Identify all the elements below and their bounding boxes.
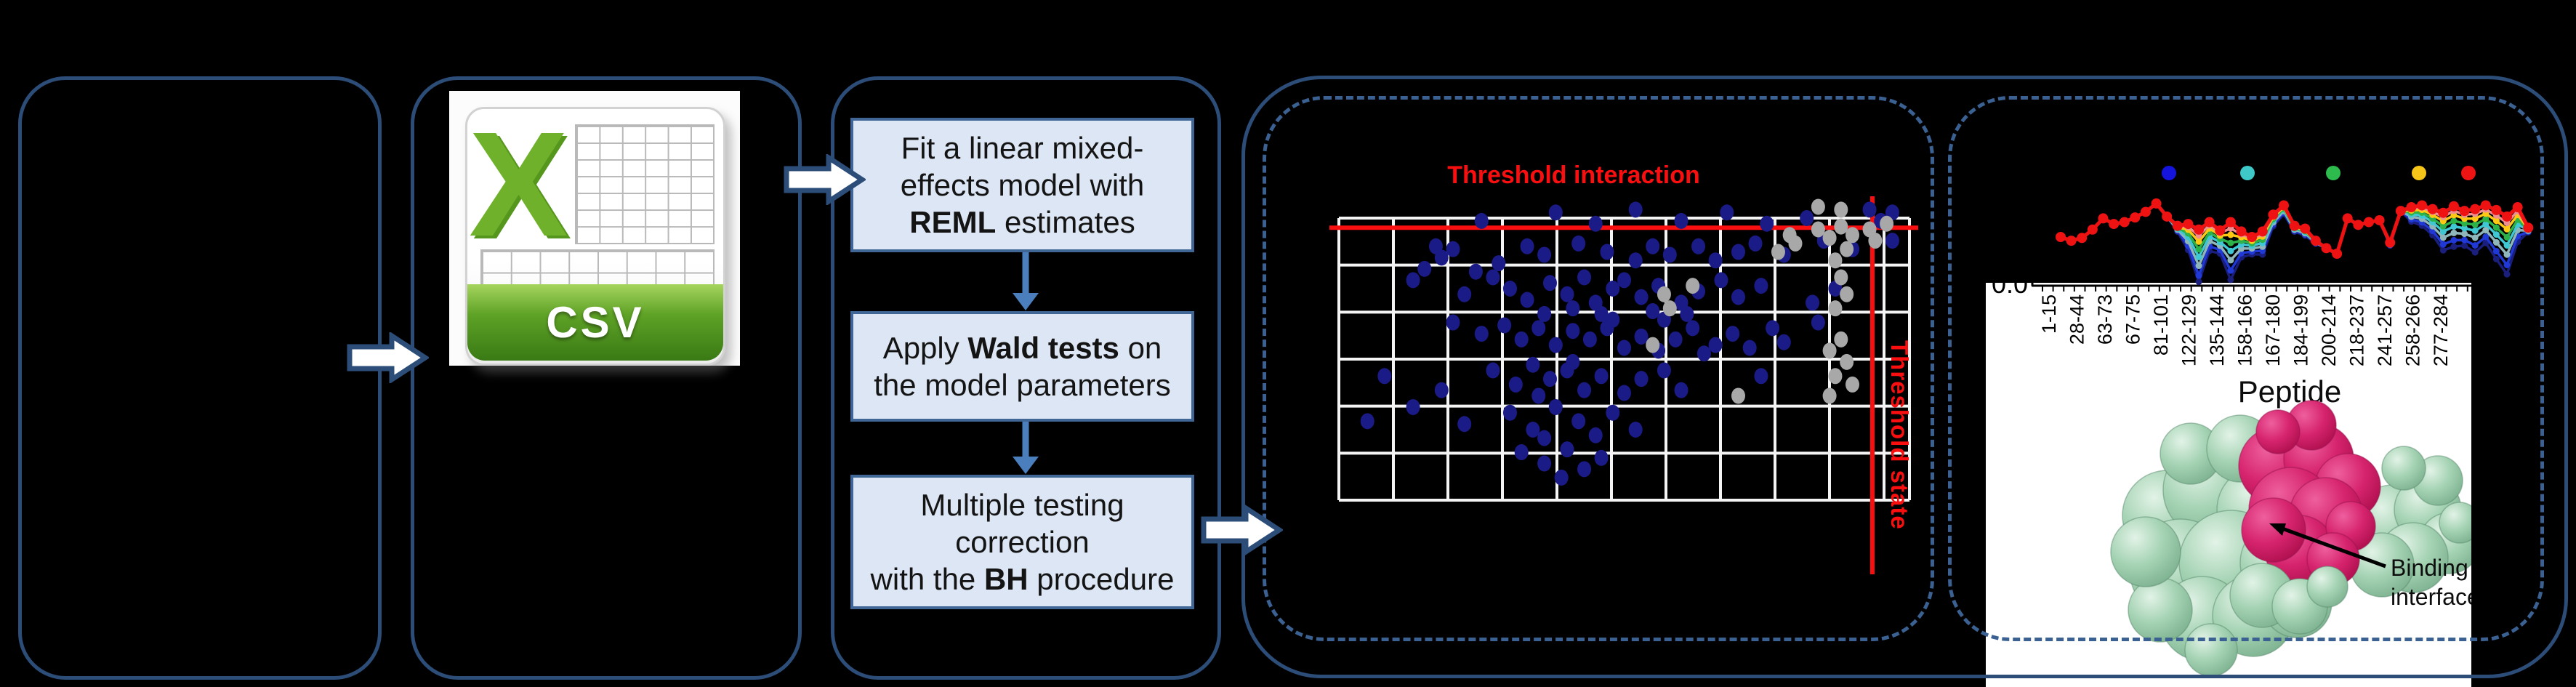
- svg-text:167-180: 167-180: [2262, 294, 2284, 366]
- peptide-axis: 0.0 1-15 28-44 63-73 67-75 81-101 122-129 135-1…: [1992, 283, 2471, 366]
- input-panel: [18, 76, 382, 680]
- flow-arrow-down-icon: [1013, 422, 1039, 474]
- flow-step-bh: Multiple testing correction with the BH pr…: [850, 475, 1194, 609]
- svg-text:258-266: 258-266: [2402, 294, 2424, 366]
- threshold-state-label: Threshold state: [1886, 340, 1913, 530]
- peptide-axis-title: Peptide: [2237, 374, 2342, 409]
- scatter-plot: [1329, 196, 1918, 574]
- svg-text:63-73: 63-73: [2094, 294, 2116, 345]
- flow-arrow-right-icon: [784, 154, 866, 205]
- csv-sheet: X CSV: [465, 101, 725, 366]
- flow-arrow-right-icon: [347, 332, 429, 383]
- csv-banner-label: CSV: [467, 284, 723, 361]
- protein-structure-image: [2110, 400, 2471, 677]
- flow-arrow-down-icon: [1013, 252, 1039, 310]
- flow-step-wald: Apply Wald tests on the model parameters: [850, 311, 1194, 422]
- flow-arrow-right-icon: [1201, 505, 1283, 555]
- flow-step-reml: Fit a linear mixed-effects model with REM…: [850, 118, 1194, 252]
- svg-text:158-166: 158-166: [2234, 294, 2256, 366]
- svg-text:200-214: 200-214: [2318, 294, 2340, 366]
- pipeline-panel: Fit a linear mixed-effects model with REM…: [831, 76, 1221, 680]
- threshold-interaction-label: Threshold interaction: [1447, 161, 1700, 189]
- annotation-line-2: interface: [2391, 584, 2471, 610]
- svg-text:1-15: 1-15: [2038, 294, 2060, 334]
- binding-interface-annotation: Binding interface: [2391, 553, 2471, 611]
- svg-text:184-199: 184-199: [2290, 294, 2312, 366]
- csv-spreadsheet-grid: [574, 124, 715, 244]
- csv-file-icon: X CSV: [449, 91, 740, 366]
- excel-x-glyph: X: [469, 101, 568, 268]
- annotation-line-1: Binding: [2391, 555, 2468, 581]
- svg-text:218-237: 218-237: [2346, 294, 2368, 366]
- svg-text:67-75: 67-75: [2122, 294, 2144, 345]
- csv-panel: [411, 76, 802, 680]
- protein-report-card: 0.0 1-15 28-44 63-73 67-75 81-101 122-129 135-1…: [1986, 283, 2471, 687]
- svg-text:241-257: 241-257: [2374, 294, 2396, 366]
- svg-text:28-44: 28-44: [2066, 294, 2088, 345]
- peptide-uptake-line-chart: [2056, 166, 2534, 285]
- svg-text:277-284: 277-284: [2430, 294, 2452, 366]
- svg-text:81-101: 81-101: [2150, 294, 2172, 355]
- svg-text:135-144: 135-144: [2206, 294, 2228, 366]
- svg-text:122-129: 122-129: [2178, 294, 2200, 366]
- svg-text:0.0: 0.0: [1992, 283, 2028, 299]
